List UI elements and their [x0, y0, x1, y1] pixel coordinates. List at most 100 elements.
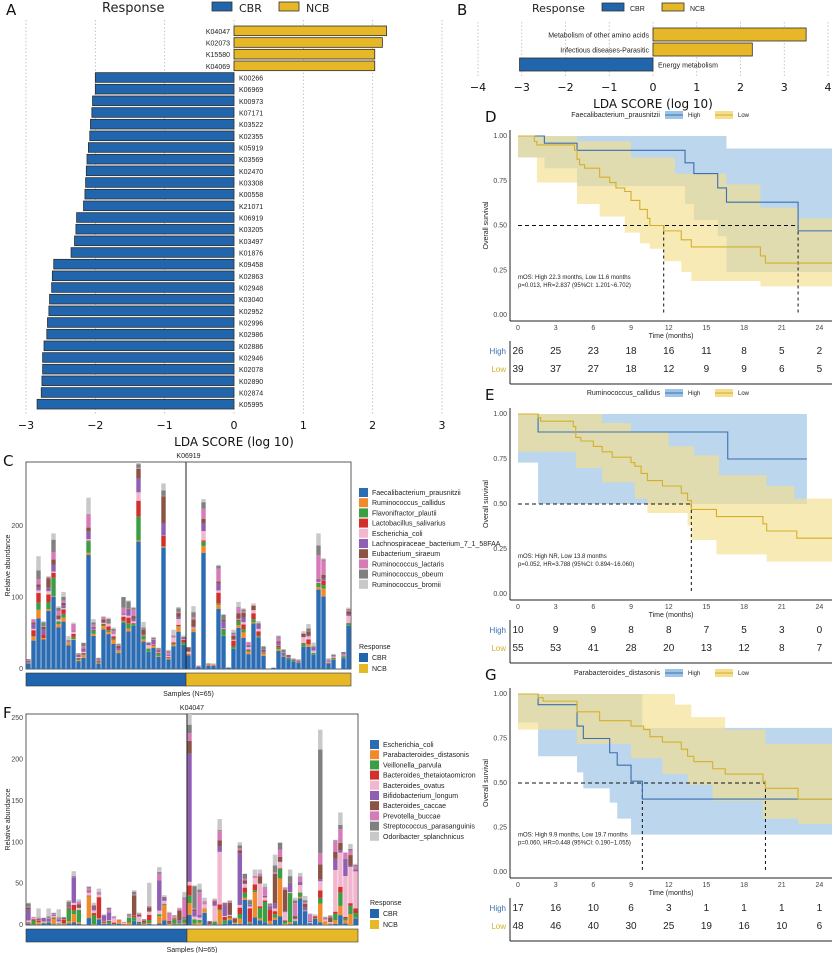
- bar-segment: [297, 876, 303, 877]
- bar-segment: [242, 892, 248, 898]
- response-legend-title: Response: [359, 644, 391, 651]
- plot-frame: [25, 713, 359, 926]
- bar-segment: [287, 892, 293, 893]
- bar-segment: [181, 644, 186, 669]
- legend-label: Ruminococcus_obeum: [372, 572, 443, 579]
- legend-swatch-ncb: [661, 2, 685, 12]
- legend: Response CBR NCB: [102, 1, 329, 16]
- bar-segment: [146, 643, 151, 646]
- x-axis-title: LDA SCORE (log 10): [174, 435, 294, 449]
- bar-segment: [287, 922, 293, 925]
- risk-table-cell: 40: [588, 921, 600, 932]
- bar-segment: [316, 579, 321, 582]
- bar-segment: [321, 558, 326, 560]
- bar-segment: [66, 643, 71, 646]
- bar-segment: [221, 635, 226, 669]
- y-tick-label: 1.00: [493, 691, 507, 698]
- bar-segment: [156, 655, 161, 657]
- bar-segment: [191, 619, 196, 627]
- bar-segment: [316, 581, 321, 583]
- legend-swatch: [370, 740, 379, 749]
- bar-segment: [326, 659, 331, 661]
- bar-label: K02886: [239, 344, 263, 351]
- bar-segment: [86, 552, 91, 556]
- bar-segment: [176, 611, 181, 614]
- bar-segment: [126, 917, 132, 923]
- risk-table-cell: 23: [588, 346, 600, 357]
- bar-segment: [36, 579, 41, 585]
- bar-segment: [31, 918, 36, 920]
- bar-segment: [247, 908, 253, 922]
- bar-segment: [167, 924, 172, 925]
- bar-segment: [217, 831, 222, 841]
- bar-segment: [147, 911, 152, 912]
- legend-label-ncb: NCB: [306, 2, 329, 15]
- bar-k02996: [47, 317, 235, 328]
- bar-segment: [326, 658, 331, 660]
- bar-segment: [176, 619, 181, 625]
- bar-segment: [257, 908, 263, 919]
- risk-table-cell: 8: [741, 346, 747, 357]
- bar-segment: [241, 622, 246, 625]
- bar-segment: [246, 645, 251, 646]
- bar-segment: [96, 661, 101, 663]
- bar-segment: [111, 643, 116, 669]
- bar-segment: [76, 654, 81, 655]
- bar-segment: [181, 639, 186, 643]
- bar-segment: [86, 918, 92, 925]
- bar-segment: [272, 903, 278, 909]
- bar-segment: [296, 661, 301, 663]
- bar-segment: [241, 609, 246, 612]
- y-tick-label: 0.50: [493, 501, 507, 508]
- bar-segment: [346, 609, 351, 612]
- x-tick-label: 9: [629, 325, 633, 332]
- bar-segment: [276, 641, 281, 644]
- bar-segment: [277, 862, 283, 869]
- bar-segment: [338, 842, 343, 851]
- bar-segment: [316, 533, 321, 546]
- bar-segment: [81, 649, 86, 652]
- bar-segment: [207, 921, 212, 924]
- bar-segment: [61, 608, 66, 610]
- bar-segment: [96, 658, 101, 660]
- bar-segment: [257, 920, 263, 925]
- bar-segment: [126, 609, 131, 616]
- risk-table-cell: 19: [701, 921, 713, 932]
- bar-segment: [302, 901, 308, 904]
- bar-segment: [227, 918, 232, 921]
- bar-segment: [136, 500, 141, 517]
- bar-segment: [101, 629, 106, 669]
- bar-segment: [251, 613, 256, 620]
- risk-table-cell: 17: [512, 903, 524, 914]
- x-tick-label: 21: [778, 882, 786, 889]
- legend-label: Escherichia_coli: [383, 742, 434, 749]
- bar-segment: [141, 636, 146, 640]
- bar-segment: [181, 637, 186, 638]
- bar-segment: [26, 907, 31, 910]
- bar-segment: [167, 923, 172, 925]
- bar-segment: [26, 920, 31, 923]
- bar-segment: [131, 624, 136, 626]
- bar-segment: [257, 873, 263, 877]
- bar-segment: [311, 647, 316, 651]
- bar-segment: [191, 617, 196, 620]
- bar-segment: [101, 921, 107, 923]
- bar-segment: [302, 907, 308, 911]
- risk-table-cell: 16: [663, 346, 675, 357]
- stats-annotation: mOS: High 9.9 months, Low 19.7 months: [518, 832, 628, 838]
- bar-segment: [287, 869, 293, 877]
- bar-segment: [331, 656, 336, 658]
- risk-table-cell: 55: [512, 643, 524, 654]
- bar-segment: [333, 840, 338, 842]
- bar-segment: [131, 616, 136, 619]
- legend-label: Odoribacter_splanchnicus: [383, 834, 464, 841]
- x-tick-label: 6: [591, 325, 595, 332]
- bar-segment: [36, 922, 41, 925]
- risk-table-cell: 1: [779, 903, 785, 914]
- bar-segment: [36, 908, 41, 918]
- bar-segment: [71, 875, 77, 877]
- risk-table-cell: 53: [550, 643, 562, 654]
- bar-segment: [246, 649, 251, 651]
- bar-segment: [181, 635, 186, 637]
- bar-segment: [276, 649, 281, 651]
